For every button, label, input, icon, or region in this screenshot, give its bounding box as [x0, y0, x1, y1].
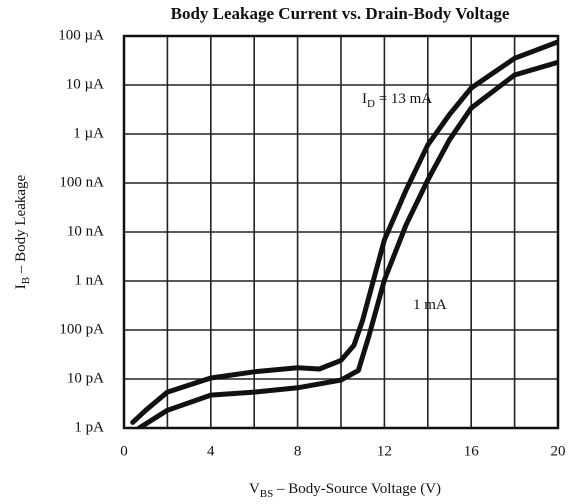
y-tick-label: 100 nA: [59, 174, 104, 190]
curve-label: ID = 13 mA: [362, 91, 432, 109]
y-tick-label: 1 nA: [74, 272, 104, 288]
x-tick-label: 4: [207, 443, 215, 459]
y-tick-label: 1 µA: [73, 125, 104, 141]
series-line: [136, 59, 558, 428]
x-tick-label: 20: [551, 443, 566, 459]
series-name: 13 mA: [391, 91, 432, 107]
y-tick-label: 100 µA: [58, 27, 104, 43]
series-name: 1 mA: [413, 297, 447, 313]
x-axis-label: VBS – Body-Source Voltage (V): [249, 481, 441, 499]
series-line: [130, 39, 558, 425]
curve-label: 1 mA: [413, 297, 447, 313]
plot-frame: [122, 34, 560, 430]
x-tick-label: 12: [377, 443, 392, 459]
label-subscript: D: [367, 98, 375, 110]
y-tick-label: 1 pA: [74, 419, 104, 435]
label-text: =: [375, 91, 391, 107]
y-tick-label: 100 pA: [59, 321, 104, 337]
chart-title: Body Leakage Current vs. Drain-Body Volt…: [171, 4, 510, 23]
y-tick-label: 10 nA: [67, 223, 104, 239]
x-tick-label: 16: [464, 443, 480, 459]
x-tick-label: 0: [120, 443, 128, 459]
y-tick-label: 10 pA: [67, 370, 104, 386]
y-tick-label: 10 µA: [66, 76, 104, 92]
y-axis-label: IB – Body Leakage: [13, 174, 31, 289]
label-symbol: I: [362, 91, 367, 107]
x-tick-label: 8: [294, 443, 302, 459]
